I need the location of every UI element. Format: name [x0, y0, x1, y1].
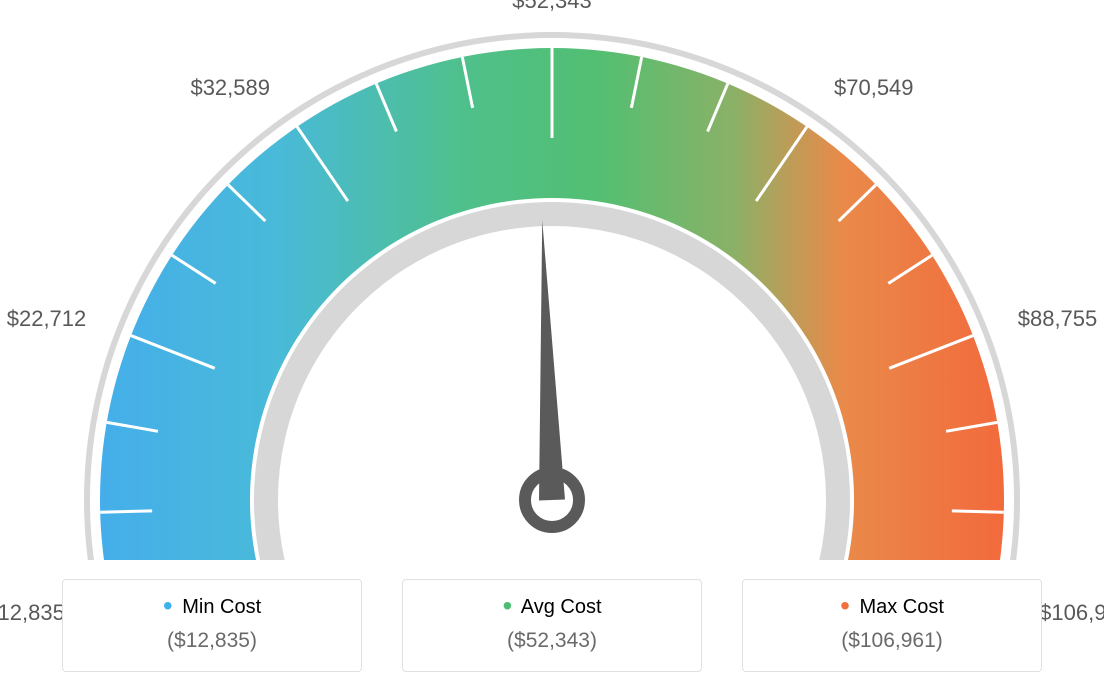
legend-title-min: • Min Cost	[73, 596, 351, 619]
legend-card-avg: • Avg Cost ($52,343)	[402, 579, 702, 672]
legend-card-max: • Max Cost ($106,961)	[742, 579, 1042, 672]
legend-title-max: • Max Cost	[753, 596, 1031, 619]
legend-label: Min Cost	[182, 596, 261, 618]
legend-row: • Min Cost ($12,835) • Avg Cost ($52,343…	[0, 579, 1104, 672]
gauge-tick-label: $32,589	[170, 75, 270, 101]
gauge-chart: $12,835$22,712$32,589$52,343$70,549$88,7…	[0, 0, 1104, 560]
legend-title-avg: • Avg Cost	[413, 596, 691, 619]
legend-value-max: ($106,961)	[753, 629, 1031, 653]
legend-value-avg: ($52,343)	[413, 629, 691, 653]
gauge-tick-label: $22,712	[0, 306, 86, 332]
legend-card-min: • Min Cost ($12,835)	[62, 579, 362, 672]
gauge-tick-label: $70,549	[834, 75, 944, 101]
gauge-tick-label: $52,343	[497, 0, 607, 14]
legend-label: Max Cost	[859, 596, 943, 618]
legend-value-min: ($12,835)	[73, 629, 351, 653]
legend-label: Avg Cost	[521, 596, 602, 618]
gauge-tick-label: $88,755	[1018, 306, 1104, 332]
